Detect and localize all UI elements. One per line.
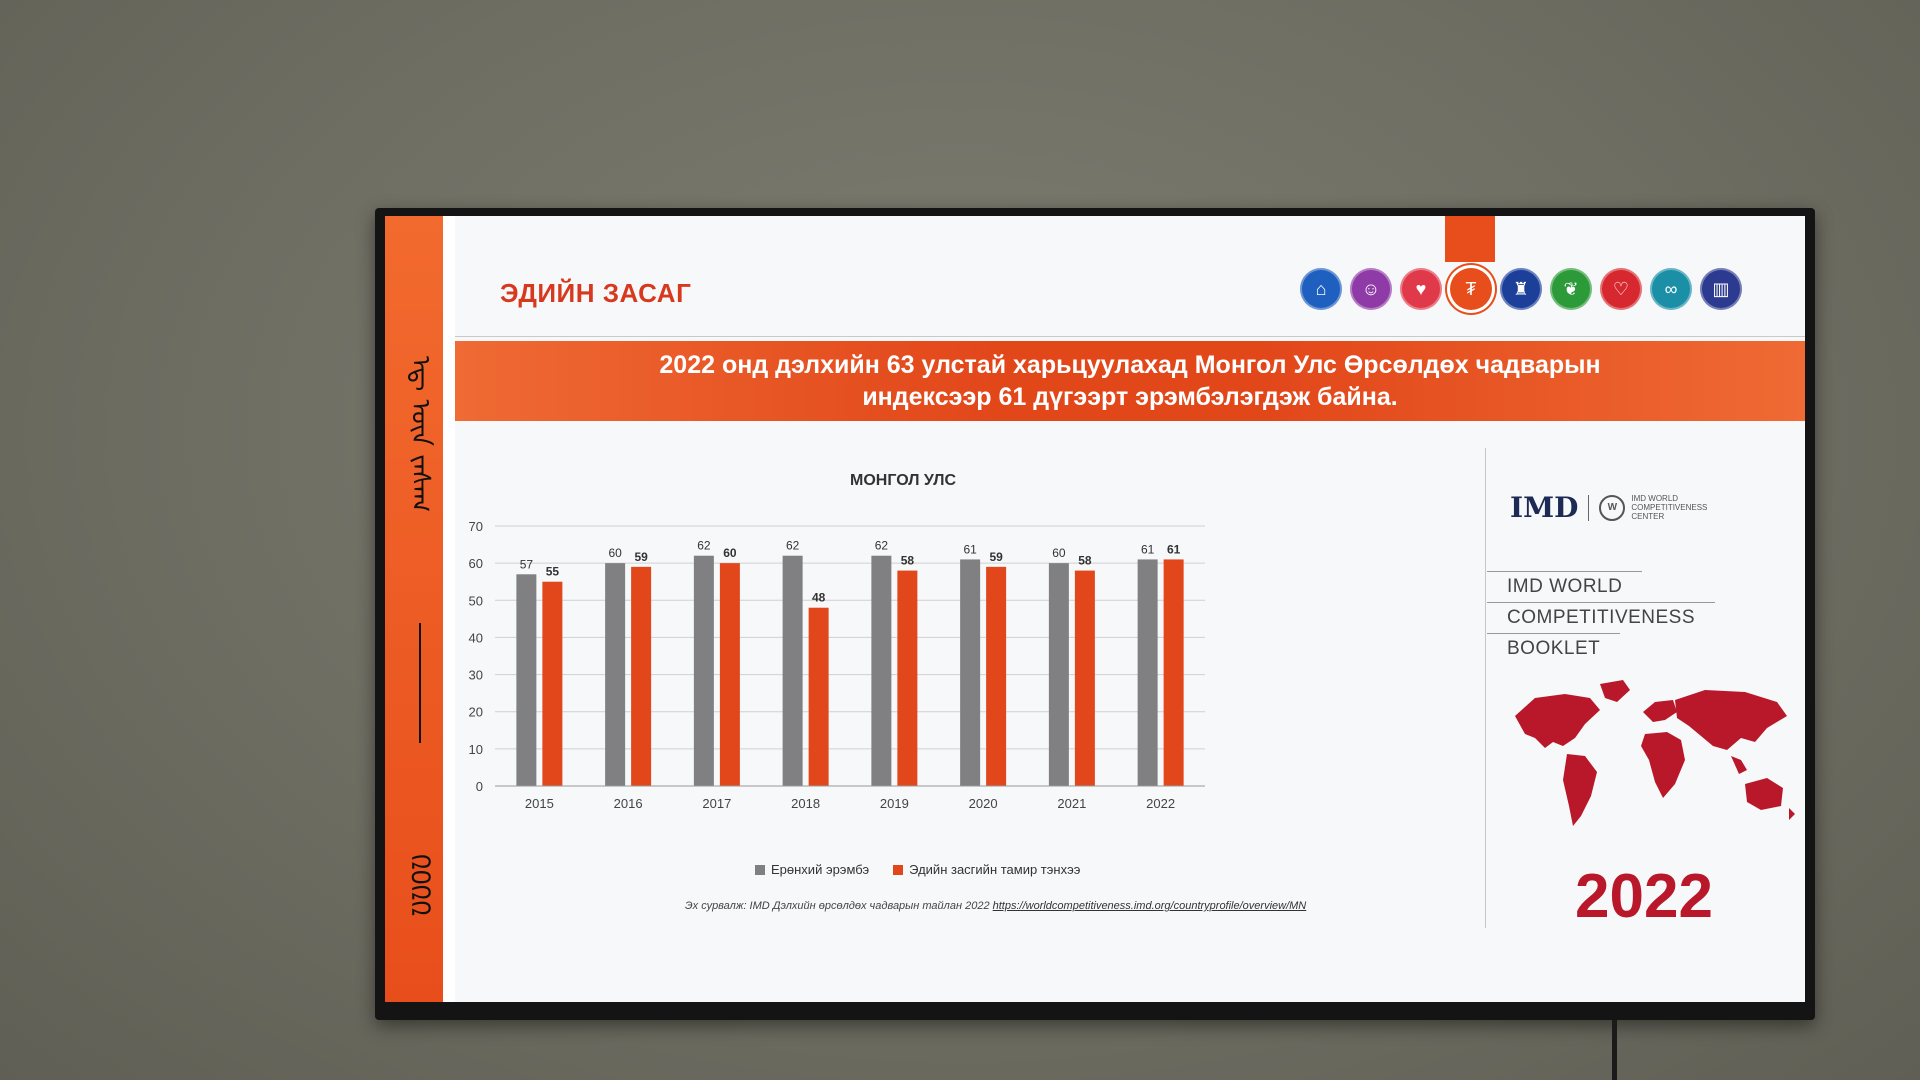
bar (1048, 563, 1069, 786)
data-label: 61 (1167, 542, 1181, 556)
data-label: 62 (786, 539, 800, 553)
bar (1163, 559, 1184, 786)
data-label: 60 (723, 546, 737, 560)
bar (693, 555, 714, 786)
bar (605, 563, 626, 786)
bar (782, 555, 803, 786)
x-tick-label: 2018 (791, 796, 820, 811)
x-tick-label: 2022 (1146, 796, 1175, 811)
category-icons-row: ⌂ ☺ ♥ ₮ ♜ ❦ ♡ ∞ ▥ (1300, 268, 1742, 310)
heart-hand-icon[interactable]: ♥ (1400, 268, 1442, 310)
handshake-icon[interactable]: ∞ (1650, 268, 1692, 310)
imd-logo-text: IMD (1510, 491, 1579, 524)
bar (897, 570, 918, 786)
x-tick-label: 2020 (969, 796, 998, 811)
x-tick-label: 2017 (702, 796, 731, 811)
world-map-icon (1515, 680, 1795, 826)
data-label: 62 (697, 539, 711, 553)
data-label: 58 (901, 554, 915, 568)
mongolian-script-column: ᠡᠳ᠋ ᠦᠨ ᠵᠠᠰᠠᠭ ᠒᠐᠒᠒ (405, 356, 435, 916)
side-script-bottom: ᠒᠐᠒᠒ (405, 853, 435, 916)
bar (871, 555, 892, 786)
chart-legend: Ерөнхий эрэмбэ Эдийн засгийн тамир тэнхэ… (755, 862, 1080, 877)
data-label: 57 (520, 557, 534, 571)
logo-separator (1588, 494, 1590, 521)
banner-text: 2022 онд дэлхийн 63 улстай харьцуулахад … (659, 351, 1601, 411)
y-tick-label: 50 (469, 593, 483, 608)
data-label: 59 (989, 550, 1003, 564)
legend-item-overall: Ерөнхий эрэмбэ (755, 862, 869, 877)
bar (960, 559, 981, 786)
y-tick-label: 0 (476, 779, 483, 794)
bar (1074, 570, 1095, 786)
bar (1137, 559, 1158, 786)
legend-item-economy: Эдийн засгийн тамир тэнхээ (893, 862, 1080, 877)
data-label: 61 (1141, 542, 1155, 556)
legend-label-overall: Ерөнхий эрэмбэ (771, 862, 870, 877)
source-line: Эх сурвалж: IMD Дэлхийн өрсөлдөх чадвары… (685, 900, 1306, 912)
booklet-title: IMD WORLD COMPETITIVENESS BOOKLET (1487, 571, 1716, 664)
leaf-icon[interactable]: ❦ (1550, 268, 1592, 310)
legend-swatch-gray (755, 864, 765, 875)
bar (542, 581, 563, 786)
chart-title: МОНГОЛ УЛС (850, 472, 957, 489)
data-label: 62 (875, 539, 889, 553)
booklet-line-1: IMD WORLD (1487, 571, 1643, 602)
city-icon[interactable]: ▥ (1700, 268, 1742, 310)
bar (986, 566, 1007, 786)
vertical-divider (1485, 448, 1486, 928)
side-script-top: ᠡᠳ᠋ ᠦᠨ ᠵᠠᠰᠠᠭ (405, 356, 435, 513)
economy-chart-icon[interactable]: ₮ (1450, 268, 1492, 310)
y-tick-label: 30 (469, 668, 483, 683)
imd-center-text: IMD WORLD COMPETITIVENESS CENTER (1631, 494, 1708, 521)
building-icon[interactable]: ⌂ (1300, 268, 1342, 310)
x-tick-label: 2016 (614, 796, 643, 811)
bar (631, 566, 652, 786)
headline-banner: 2022 онд дэлхийн 63 улстай харьцуулахад … (455, 341, 1805, 421)
tv-screen: ᠡᠳ᠋ ᠦᠨ ᠵᠠᠰᠠᠭ ᠒᠐᠒᠒ ЭДИЙН ЗАСАГ ⌂ ☺ ♥ ₮ ♜ ❦ ♡ ∞ ▥ … (385, 216, 1805, 1002)
left-white-strip (443, 216, 455, 1002)
x-tick-label: 2015 (525, 796, 554, 811)
y-tick-label: 70 (469, 519, 483, 534)
data-label: 48 (812, 591, 826, 605)
active-category-tab (1445, 216, 1495, 262)
gov-building-icon[interactable]: ♜ (1500, 268, 1542, 310)
data-label: 60 (1052, 546, 1066, 560)
wc-circle-icon: W (1599, 494, 1626, 521)
bar (719, 563, 740, 786)
legend-label-economy: Эдийн засгийн тамир тэнхээ (909, 862, 1081, 877)
data-label: 61 (963, 542, 977, 556)
y-tick-label: 10 (469, 742, 483, 757)
tv-cable (1612, 1020, 1617, 1080)
head-idea-icon[interactable]: ☺ (1350, 268, 1392, 310)
data-label: 59 (634, 550, 648, 564)
header-divider (455, 336, 1805, 337)
booklet-line-2: COMPETITIVENESS (1487, 602, 1716, 633)
x-tick-label: 2019 (880, 796, 909, 811)
y-tick-label: 40 (469, 630, 483, 645)
imd-center-logo: W IMD WORLD COMPETITIVENESS CENTER (1599, 494, 1711, 521)
shield-heart-icon[interactable]: ♡ (1600, 268, 1642, 310)
bar-chart: 0 10 20 30 40 50 60 70 57 55 2015 60 59 2016 62 60 2017 6… (469, 519, 1205, 811)
script-divider-line (419, 623, 421, 744)
slide-header-title: ЭДИЙН ЗАСАГ (500, 278, 692, 308)
data-label: 55 (546, 565, 560, 579)
data-label: 60 (608, 546, 622, 560)
data-label: 58 (1078, 554, 1092, 568)
y-tick-label: 60 (469, 556, 483, 571)
bar (516, 574, 537, 786)
y-tick-label: 20 (469, 705, 483, 720)
imd-logo: IMD W IMD WORLD COMPETITIVENESS CENTER (1510, 491, 1711, 524)
x-tick-label: 2021 (1057, 796, 1086, 811)
booklet-line-3: BOOKLET (1487, 633, 1621, 664)
legend-swatch-orange (893, 864, 904, 875)
booklet-year: 2022 (1575, 862, 1713, 931)
bar (808, 607, 829, 786)
source-label: Эх сурвалж: IMD Дэлхийн өрсөлдөх чадвары… (685, 900, 993, 912)
left-orange-band (385, 216, 443, 1002)
source-link[interactable]: https://worldcompetitiveness.imd.org/cou… (992, 900, 1307, 912)
